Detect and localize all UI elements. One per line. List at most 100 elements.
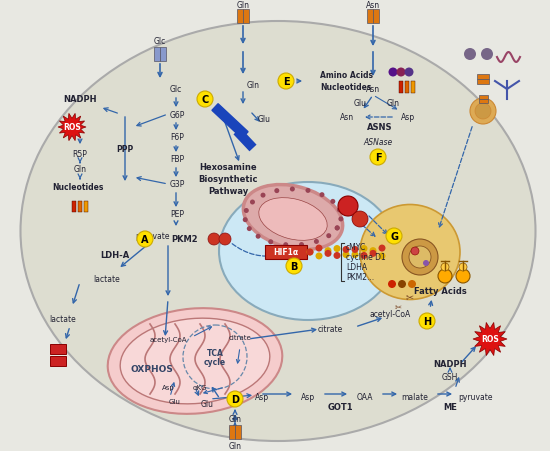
Circle shape [343,252,349,258]
Text: ROS: ROS [63,123,81,132]
Circle shape [337,208,342,213]
Text: Gln: Gln [74,165,86,174]
Text: D: D [231,394,239,404]
Circle shape [378,253,386,260]
Circle shape [283,243,288,248]
Text: Biosynthetic: Biosynthetic [198,175,258,184]
FancyArrow shape [212,105,248,139]
Circle shape [398,281,406,288]
Text: ROS: ROS [481,335,499,344]
Bar [160,48,166,62]
Ellipse shape [259,198,327,241]
Text: Nucleotides: Nucleotides [52,183,104,192]
Circle shape [333,253,340,259]
Text: GSH: GSH [442,373,458,382]
Text: Gln: Gln [228,414,241,423]
Circle shape [247,226,252,231]
Circle shape [219,234,231,245]
Text: B: B [290,262,298,272]
Bar [411,82,415,94]
Text: OAA: OAA [357,393,373,401]
Circle shape [243,218,248,223]
Bar [265,245,307,259]
Circle shape [402,239,438,276]
Text: Asn: Asn [340,113,354,122]
Circle shape [268,240,273,245]
Text: ASNase: ASNase [364,138,393,147]
Text: OXPHOS: OXPHOS [130,365,173,374]
Text: Gln: Gln [247,80,260,89]
Circle shape [326,234,331,239]
Ellipse shape [108,308,282,414]
Text: Gln: Gln [387,98,399,107]
Text: Glc: Glc [154,37,166,46]
Text: Asp: Asp [255,393,269,401]
Bar [50,356,66,366]
Text: R5P: R5P [73,150,87,159]
Circle shape [286,258,302,274]
Circle shape [306,249,313,256]
Text: FBP: FBP [170,155,184,164]
Circle shape [227,391,243,407]
Text: cMYC: cMYC [346,243,366,252]
Bar [243,10,249,24]
Circle shape [256,234,261,239]
Text: ✂: ✂ [394,303,402,312]
Bar [237,10,243,24]
Text: ME: ME [443,403,457,412]
Text: citrate: citrate [317,325,343,334]
Text: cycline D1: cycline D1 [346,253,386,262]
Circle shape [333,245,340,253]
Circle shape [305,189,311,193]
Circle shape [388,69,398,77]
Circle shape [388,281,396,288]
Text: G6P: G6P [170,110,185,119]
Text: PKM2: PKM2 [172,235,199,244]
Circle shape [351,252,359,258]
Bar [479,100,488,104]
Circle shape [335,226,340,231]
Text: PEP: PEP [170,210,184,219]
Text: HIF1α: HIF1α [273,248,299,257]
Text: Asp: Asp [301,393,315,401]
Text: GOT1: GOT1 [327,403,353,412]
Circle shape [360,253,367,259]
Text: acetyl-CoA: acetyl-CoA [149,336,187,342]
Polygon shape [58,114,86,141]
Text: NADPH: NADPH [433,360,467,368]
Circle shape [208,234,220,245]
Circle shape [456,269,470,283]
Circle shape [378,245,386,252]
Bar [373,10,379,24]
Circle shape [397,69,405,77]
Text: F: F [375,152,381,163]
Circle shape [324,248,332,254]
Text: malate: malate [402,393,428,401]
Circle shape [343,246,349,253]
Circle shape [370,150,386,166]
Text: Asp: Asp [162,384,175,390]
Text: H: H [423,316,431,326]
Text: PPP: PPP [117,145,134,154]
Text: ✂: ✂ [406,291,414,301]
Circle shape [261,193,266,198]
Circle shape [419,313,435,329]
Text: citrate: citrate [229,334,251,340]
Circle shape [324,250,332,258]
Circle shape [351,246,359,253]
Ellipse shape [245,187,341,248]
Circle shape [459,263,467,272]
Text: αKG: αKG [192,384,207,390]
Ellipse shape [219,183,397,320]
Text: E: E [283,77,289,87]
Circle shape [475,104,491,120]
Circle shape [423,260,429,267]
Circle shape [338,197,358,216]
Circle shape [316,245,322,252]
Ellipse shape [120,318,270,404]
Bar [50,344,66,354]
Text: lactate: lactate [94,275,120,284]
Circle shape [352,212,368,227]
Text: ASNS: ASNS [367,122,393,131]
Text: Gln: Gln [236,1,250,10]
